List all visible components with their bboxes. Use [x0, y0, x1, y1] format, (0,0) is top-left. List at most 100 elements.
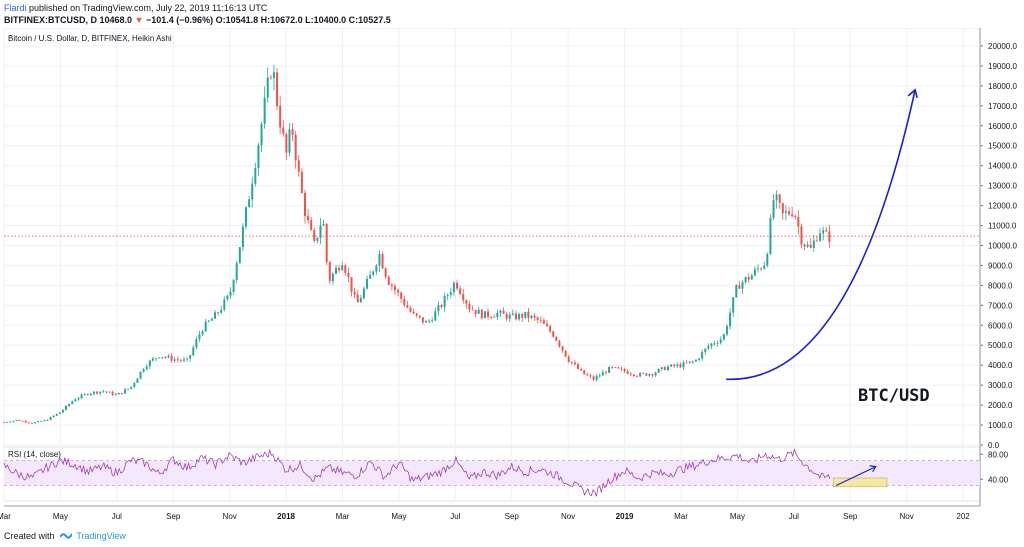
candle-body [350, 277, 353, 292]
candle-body [195, 339, 198, 348]
btc-chart-svg[interactable]: 0.0 1000.0 2000.0 3000.0 4000.0 5000.0 6000.0 7… [0, 28, 1024, 525]
candle-body [819, 233, 822, 241]
candle-body [809, 244, 812, 248]
candle-body [738, 285, 741, 289]
candle-body [30, 422, 33, 424]
candle-body [803, 244, 806, 247]
candle-body [254, 168, 257, 184]
candle-body [139, 371, 142, 379]
candle-body [480, 309, 483, 319]
x-tick-label: May [391, 512, 406, 521]
x-tick-label: Mar [336, 512, 350, 521]
candle-body [248, 199, 251, 208]
candle-body [806, 244, 809, 247]
x-tick-label: 202 [956, 512, 970, 521]
tradingview-brand-link[interactable]: TradingView [76, 531, 126, 541]
y-tick-label: 2000.0 [988, 401, 1013, 410]
y-tick-label: 18000.0 [988, 82, 1017, 91]
chart-header: Flardi published on TradingView.com, Jul… [0, 0, 1024, 28]
candle-body [127, 388, 130, 390]
candle-body [260, 124, 263, 146]
candle-body [539, 319, 542, 321]
candle-body [400, 292, 403, 299]
candle-body [96, 391, 99, 394]
candle-body [133, 382, 136, 387]
candle-body [322, 223, 325, 226]
y-tick-label: 6000.0 [988, 321, 1013, 330]
candle-body [266, 77, 269, 98]
x-tick-label: Nov [223, 512, 237, 521]
candle-body [375, 265, 378, 272]
x-tick-label: Nov [900, 512, 914, 521]
candle-body [635, 375, 638, 377]
candle-body [179, 360, 182, 361]
candle-body [372, 271, 375, 275]
candle-body [409, 307, 412, 312]
candle-body [353, 291, 356, 295]
candle-body [282, 127, 285, 134]
candle-body [701, 352, 704, 359]
candle-body [490, 316, 493, 318]
candle-body [223, 299, 226, 310]
ohlc-values: O:10541.8 H:10672.0 L:10400.0 C:10527.5 [215, 15, 391, 25]
candle-body [347, 272, 350, 278]
candle-body [397, 290, 400, 293]
candle-body [725, 326, 728, 335]
candle-body [583, 370, 586, 375]
candle-body [102, 391, 105, 393]
candle-body [552, 331, 555, 337]
candle-body [608, 366, 611, 373]
chart-area[interactable]: 0.0 1000.0 2000.0 3000.0 4000.0 5000.0 6000.0 7… [0, 28, 1024, 525]
candle-body [99, 391, 102, 394]
rsi-arrow-head [869, 465, 877, 473]
candle-body [406, 305, 409, 308]
candle-body [648, 374, 651, 376]
y-tick-label: 14000.0 [988, 162, 1017, 171]
candle-body [654, 372, 657, 376]
rsi-arrow-line [835, 466, 876, 487]
candle-body [226, 295, 229, 300]
author-link[interactable]: Flardi [4, 3, 27, 13]
x-tick-label: 2018 [277, 512, 295, 521]
chart-title: Bitcoin / U.S. Dollar, D, BITFINEX, Heik… [8, 34, 172, 43]
candle-body [825, 230, 828, 232]
candle-body [198, 334, 201, 340]
y-tick-label: 8000.0 [988, 281, 1013, 290]
candle-body [772, 200, 775, 219]
y-tick-label: 17000.0 [988, 102, 1017, 111]
candle-body [27, 422, 30, 424]
tradingview-logo-icon [60, 533, 73, 539]
x-tick-label: Sep [505, 512, 520, 521]
projection-curve [726, 89, 916, 380]
candle-body [151, 358, 154, 361]
candle-body [760, 268, 763, 270]
candle-body [335, 267, 338, 274]
candle-body [524, 311, 527, 318]
candle-body [80, 394, 83, 399]
x-tick-label: Nov [561, 512, 575, 521]
price-change: −101.4 (−0.96%) [146, 15, 214, 25]
candle-body [766, 253, 769, 266]
candle-body [387, 277, 390, 285]
candle-body [719, 339, 722, 343]
candle-body [561, 346, 564, 351]
candle-body [660, 367, 663, 369]
candle-body [502, 310, 505, 314]
candle-body [508, 314, 511, 319]
candle-body [483, 311, 486, 319]
candle-body [6, 421, 9, 423]
candle-body [92, 391, 95, 394]
candle-body [421, 317, 424, 323]
candle-body [704, 348, 707, 353]
candle-body [623, 368, 626, 372]
candle-body [620, 368, 623, 370]
candle-body [89, 393, 92, 395]
y-tick-label: 19000.0 [988, 62, 1017, 71]
candle-body [657, 368, 660, 373]
y-tick-label: 5000.0 [988, 341, 1013, 350]
rsi-highlight-box [832, 477, 888, 488]
candle-body [713, 343, 716, 345]
candle-body [145, 366, 148, 370]
candle-body [328, 262, 331, 282]
x-tick-label: Jul [789, 512, 799, 521]
